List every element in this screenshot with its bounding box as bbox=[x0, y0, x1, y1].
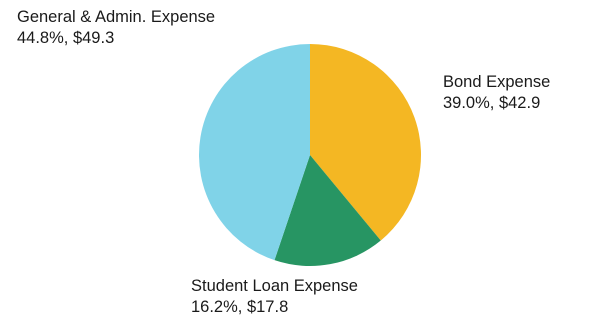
pie-slices bbox=[199, 44, 421, 266]
slice-value-bond: 39.0%, $42.9 bbox=[443, 94, 540, 112]
slice-name-general-admin: General & Admin. Expense bbox=[17, 8, 215, 26]
slice-value-general-admin: 44.8%, $49.3 bbox=[17, 29, 114, 47]
slice-name-student-loan: Student Loan Expense bbox=[191, 277, 358, 295]
slice-value-student-loan: 16.2%, $17.8 bbox=[191, 298, 288, 316]
slice-name-bond: Bond Expense bbox=[443, 73, 550, 91]
slice-label-student-loan: Student Loan Expense 16.2%, $17.8 bbox=[191, 277, 358, 316]
slice-label-general-admin: General & Admin. Expense 44.8%, $49.3 bbox=[17, 8, 215, 47]
slice-label-bond: Bond Expense 39.0%, $42.9 bbox=[443, 73, 550, 112]
